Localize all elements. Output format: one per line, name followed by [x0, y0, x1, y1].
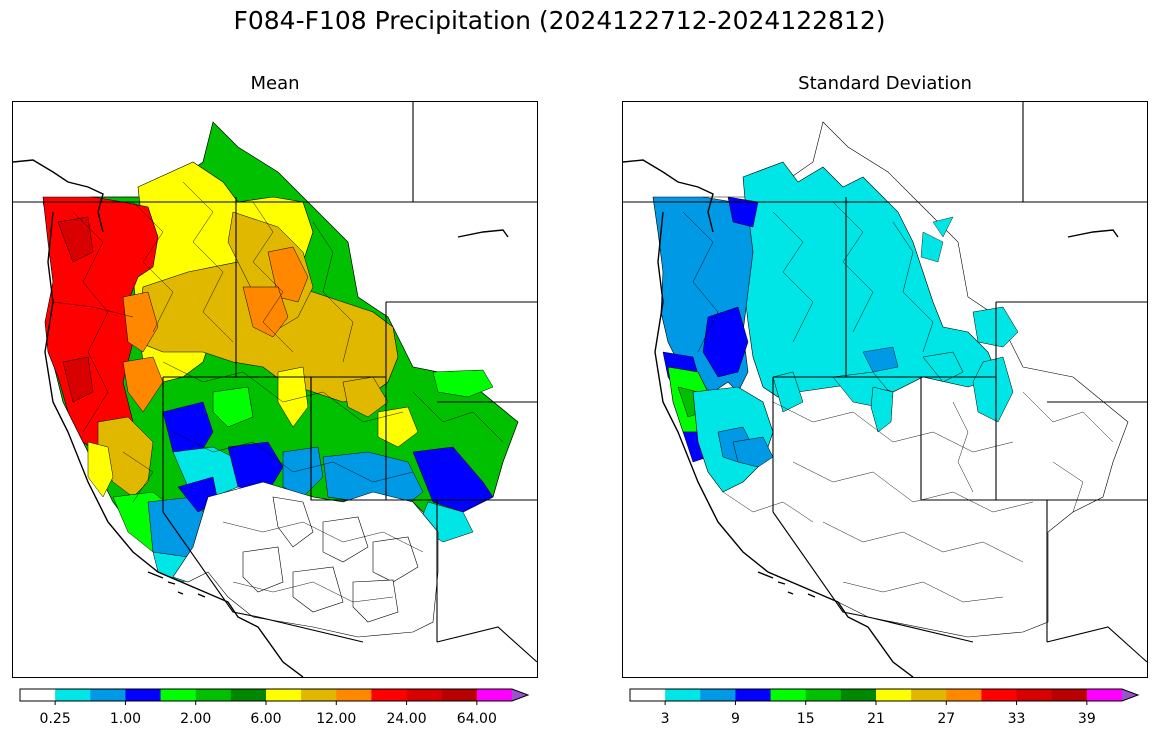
stdev-panel-title: Standard Deviation	[798, 73, 972, 94]
stdev-colorbar-tick-label: 39	[1077, 711, 1096, 727]
stdev-colorbar-outline	[629, 688, 1140, 702]
mean-colorbar-swatch	[55, 689, 91, 701]
stdev-colorbar-swatch	[840, 689, 877, 701]
stdev-colorbar-tick-label: 9	[730, 711, 740, 727]
stdev-colorbar-swatch	[1016, 689, 1053, 701]
stdev-colorbar-swatch	[735, 689, 772, 701]
stdev-colorbar-tick-label: 3	[660, 711, 670, 727]
stdev-colorbar-tick-label: 27	[937, 711, 956, 727]
mean-colorbar-tick-label: 6.00	[250, 711, 282, 727]
mean-coastline	[13, 159, 509, 677]
mean-colorbar-swatch	[195, 689, 232, 701]
stdev-colorbar-swatch	[1051, 689, 1088, 701]
stdev-colorbar-swatch	[911, 689, 947, 701]
mean-map	[12, 101, 538, 678]
mean-basin-fills	[42, 121, 519, 583]
stdev-colorbar-swatch	[1086, 689, 1123, 701]
stdev-colorbar-swatch	[1122, 689, 1138, 701]
mean-colorbar-tick-label: 12.00	[316, 711, 357, 727]
mean-colorbar-swatch	[90, 689, 126, 701]
mean-colorbar-tick-label: 1.00	[109, 711, 142, 727]
stdev-colorbar-swatch	[770, 689, 807, 701]
stdev-colorbar-swatch	[805, 689, 842, 701]
mean-state-borders	[13, 102, 537, 663]
mean-colorbar-swatch	[266, 689, 302, 701]
mean-colorbar-swatch	[406, 689, 443, 701]
stdev-colorbar-tick-label: 33	[1007, 711, 1026, 727]
mean-colorbar	[19, 688, 530, 705]
mean-colorbar-swatch	[20, 689, 56, 701]
figure-title: F084-F108 Precipitation (2024122712-2024…	[233, 6, 886, 35]
stdev-colorbar-swatch	[981, 689, 1018, 701]
stdev-coastline	[623, 159, 1119, 677]
mean-colorbar-swatch	[441, 689, 478, 701]
stdev-colorbar-swatch	[665, 689, 701, 701]
mean-colorbar-swatches	[19, 688, 530, 705]
mean-colorbar-tick-label: 64.00	[456, 711, 497, 727]
mean-colorbar-swatch	[301, 689, 337, 701]
stdev-basin-grid	[682, 201, 1114, 603]
stdev-colorbar	[629, 688, 1140, 705]
mean-colorbar-swatch	[125, 689, 162, 701]
stdev-colorbar-swatch	[876, 689, 912, 701]
stdev-state-borders	[623, 102, 1147, 663]
mean-colorbar-swatch	[371, 689, 408, 701]
stdev-map	[622, 101, 1148, 678]
mean-colorbar-swatch	[476, 689, 513, 701]
mean-colorbar-swatch	[336, 689, 372, 701]
stdev-colorbar-swatch	[630, 689, 666, 701]
stdev-basin-fills	[652, 161, 1019, 493]
mean-colorbar-tick-label: 0.25	[39, 711, 71, 727]
mean-colorbar-outline	[19, 688, 530, 702]
mean-colorbar-swatch	[230, 689, 267, 701]
mean-colorbar-tick-label: 2.00	[180, 711, 212, 727]
stdev-colorbar-tick-label: 15	[796, 711, 815, 727]
stdev-colorbar-swatch	[946, 689, 982, 701]
stdev-colorbar-swatch	[700, 689, 736, 701]
mean-empty-basins	[172, 481, 439, 638]
mean-basin-grid	[52, 181, 504, 603]
stdev-colorbar-swatches	[629, 688, 1140, 705]
mean-colorbar-tick-label: 24.00	[386, 711, 427, 727]
mean-panel-title: Mean	[250, 73, 300, 94]
stdev-colorbar-tick-label: 21	[867, 711, 885, 727]
mean-colorbar-swatch	[160, 689, 197, 701]
mean-colorbar-swatch	[512, 689, 528, 701]
